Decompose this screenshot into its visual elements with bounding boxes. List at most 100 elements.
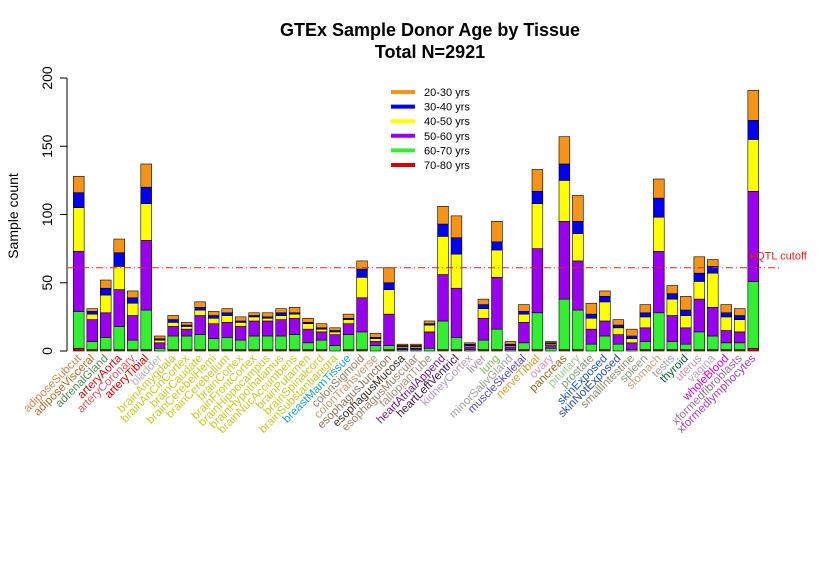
bar-segment (100, 294, 112, 314)
bar-segment (234, 322, 247, 327)
bar-segment (437, 236, 449, 275)
bar-segment (518, 311, 530, 315)
bar-segment (167, 335, 179, 350)
bar-segment (558, 180, 571, 222)
bar-segment (194, 301, 206, 308)
bar-segment (127, 302, 139, 316)
bar-segment (572, 233, 584, 262)
bar-segment (180, 335, 193, 350)
bar-segment (747, 281, 759, 349)
bar-segment (423, 347, 436, 352)
bar-segment (113, 252, 125, 267)
bar-segment (329, 334, 341, 346)
bar-segment (720, 342, 732, 350)
bar-segment (545, 347, 557, 352)
bar-segment (167, 326, 179, 337)
bar-segment (707, 335, 719, 350)
bar-segment (423, 324, 436, 333)
bar-segment (180, 328, 193, 337)
bar-segment (572, 195, 584, 222)
bar-segment (504, 341, 517, 345)
bar-segment (504, 346, 517, 350)
bar-segment (707, 307, 719, 337)
bar-segment (302, 328, 314, 344)
bar-segment (531, 169, 544, 192)
bar-segment (680, 315, 692, 329)
bar-segment (261, 320, 274, 337)
bar-segment (585, 317, 598, 330)
bar-segment (207, 315, 220, 319)
bar-segment (221, 322, 233, 338)
bar-segment (450, 253, 463, 289)
bar-segment (207, 311, 220, 316)
chart-title-group: GTEx Sample Donor Age by Tissue Total N=… (280, 20, 580, 62)
bar-segment (302, 342, 314, 350)
bar-segment (140, 186, 152, 204)
bar-segment (234, 339, 247, 350)
bar-segment (194, 334, 206, 350)
bar-segment (275, 315, 287, 320)
bar-segment (275, 335, 287, 350)
bar-segment (734, 308, 746, 316)
bar-segment (693, 256, 705, 274)
bar-segment (720, 330, 732, 344)
bar-segment (315, 331, 328, 341)
bar-segment (491, 328, 503, 350)
bar-segment (693, 298, 705, 333)
bar-segment (396, 343, 409, 346)
chart-subtitle: Total N=2921 (375, 42, 485, 62)
bar-segment (342, 323, 355, 335)
bar-segment (194, 309, 206, 316)
bar-segment (234, 326, 247, 341)
bar-segment (153, 347, 166, 352)
bar-segment (73, 347, 85, 352)
bar-segment (612, 343, 625, 352)
bar-segment (612, 327, 625, 335)
bar-segment (680, 309, 692, 316)
bar-segment (464, 342, 476, 345)
bar-segment (437, 320, 449, 350)
bar-segment (653, 312, 665, 350)
bar-segment (113, 238, 125, 254)
bar-segment (666, 285, 679, 294)
bar-segment (86, 319, 98, 342)
bar-segment (491, 276, 503, 330)
bar-segment (86, 311, 98, 315)
bar-segment (491, 241, 503, 251)
bar-segment (666, 293, 679, 300)
bar-segment (261, 335, 274, 350)
bar-segment (450, 237, 463, 255)
bar-segment (477, 308, 490, 319)
bar-segment (626, 328, 638, 337)
bar-segment (653, 216, 665, 252)
bar-segment (599, 296, 611, 303)
bar-segment (585, 343, 598, 352)
bar-segment (261, 312, 274, 318)
bar-segment (100, 279, 112, 289)
bar-segment (666, 315, 679, 342)
bar-segment (275, 312, 287, 316)
bar-segment (720, 312, 732, 318)
bar-segment (423, 331, 436, 349)
bar-segment (167, 319, 179, 323)
y-axis-label: Sample count (5, 173, 21, 259)
y-tick-label: 150 (39, 134, 55, 158)
eqtl-cutoff-group: eQTL cutoff (68, 251, 808, 269)
bar-segment (248, 312, 260, 316)
bar-segment (167, 322, 179, 327)
bar-segment (315, 339, 328, 350)
bar-segment (639, 341, 652, 350)
bar-segment (356, 268, 368, 278)
bar-segment (518, 342, 530, 350)
bar-segment (127, 315, 139, 341)
bar-segment (153, 342, 166, 349)
y-axis: 0 50 100 150 200 (39, 66, 68, 355)
bar-segment (194, 307, 206, 311)
bar-segment (342, 319, 355, 324)
bar-segment (558, 221, 571, 300)
bar-segment (315, 323, 328, 329)
bar-segment (302, 323, 314, 330)
bar-segment (221, 337, 233, 350)
bar-segment (734, 315, 746, 320)
